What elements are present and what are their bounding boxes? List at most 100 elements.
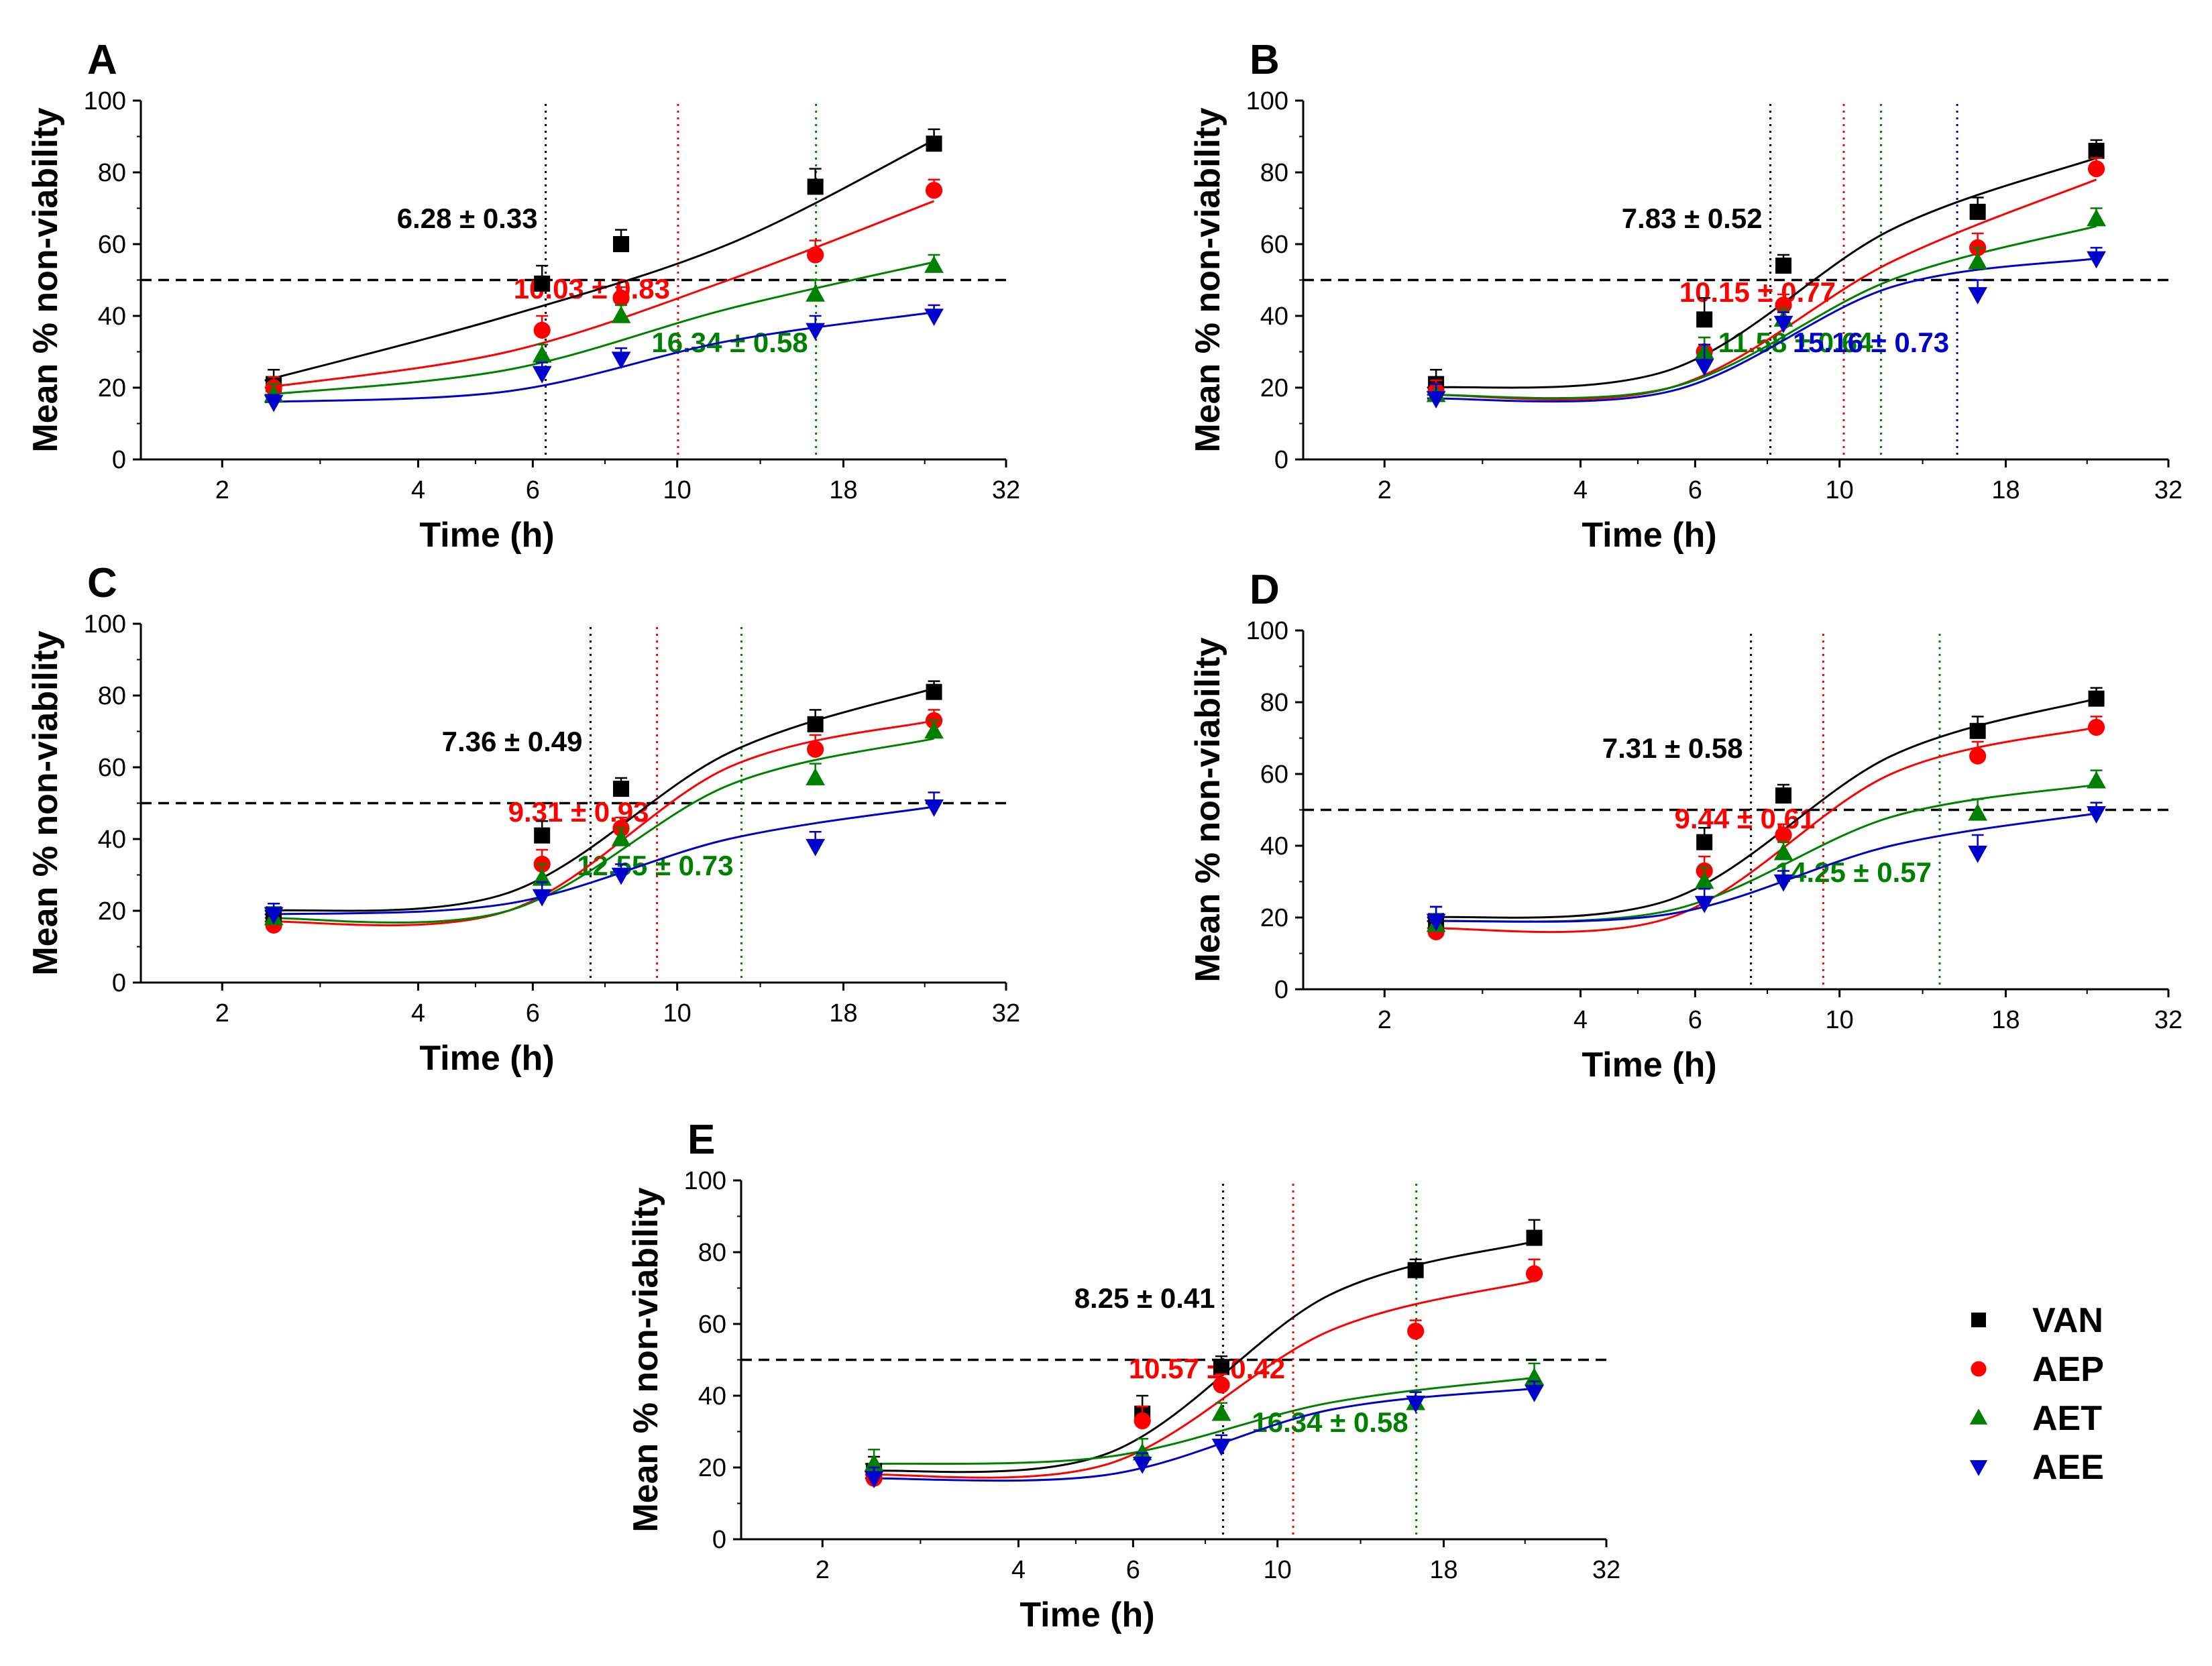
- x-tick-label: 2: [1378, 1006, 1392, 1034]
- data-point-aee: [806, 838, 826, 856]
- fit-curve-aee: [264, 311, 934, 403]
- data-point-aep: [807, 740, 824, 758]
- x-tick-label: 2: [816, 1556, 830, 1584]
- data-point-aep: [925, 182, 943, 199]
- data-point-van: [1969, 203, 1986, 220]
- data-point-van: [2088, 690, 2105, 707]
- x-tick-label: 18: [829, 476, 857, 504]
- data-point-van: [926, 683, 942, 700]
- x-tick-label: 6: [526, 476, 540, 504]
- x-tick-label: 32: [2154, 1006, 2182, 1034]
- y-axis-title: Mean % non-viability: [1188, 107, 1227, 452]
- y-tick-label: 20: [98, 374, 126, 402]
- data-point-aee: [264, 394, 284, 412]
- y-tick-label: 0: [112, 446, 126, 474]
- data-point-aee: [924, 799, 944, 817]
- data-point-aet: [2087, 771, 2106, 789]
- x-tick-label: 32: [2154, 476, 2182, 504]
- data-point-van: [807, 178, 824, 195]
- y-tick-label: 100: [1246, 87, 1288, 115]
- x-tick-label: 2: [215, 476, 229, 504]
- y-tick-label: 0: [1274, 976, 1288, 1004]
- data-point-aet: [1968, 252, 1988, 270]
- fit-curve-van: [264, 139, 935, 382]
- panel-letter: C: [87, 560, 117, 606]
- data-point-aee: [1968, 287, 1988, 304]
- y-tick-label: 100: [684, 1167, 726, 1195]
- x-axis-title: Time (h): [1582, 1046, 1716, 1085]
- fit-curve-aep: [865, 1280, 1535, 1479]
- data-point-aet: [1773, 842, 1793, 860]
- y-tick-label: 40: [98, 302, 126, 331]
- x-tick-label: 18: [1991, 476, 2020, 504]
- data-point-van: [1969, 722, 1986, 739]
- data-point-aet: [611, 306, 631, 323]
- fit-curve-van: [264, 687, 934, 912]
- y-tick-label: 60: [98, 754, 126, 782]
- y-tick-label: 60: [1260, 761, 1288, 789]
- panel-d: D 0 20 40 60 80 100 2 4 6 10 18 32 Time (h) Mean % non…: [1188, 567, 2182, 1085]
- data-point-aep: [1775, 826, 1792, 844]
- y-tick-label: 80: [98, 159, 126, 187]
- data-point-aep: [1407, 1323, 1425, 1340]
- data-point-aee: [1694, 359, 1714, 376]
- annotation-12-55-0-73: 12.55 ± 0.73: [577, 850, 733, 881]
- legend-label-aet: AET: [2032, 1399, 2102, 1438]
- y-tick-label: 100: [84, 610, 126, 638]
- x-tick-label: 18: [1429, 1556, 1457, 1584]
- data-point-aee: [1694, 895, 1714, 913]
- data-point-aee: [532, 366, 552, 384]
- data-point-van: [534, 275, 551, 292]
- data-point-aep: [533, 321, 551, 339]
- data-point-aet: [1132, 1443, 1152, 1461]
- y-tick-label: 20: [1260, 904, 1288, 932]
- x-tick-label: 6: [526, 999, 540, 1028]
- y-tick-label: 60: [98, 231, 126, 259]
- data-point-aee: [1525, 1384, 1544, 1402]
- annotation-14-25-0-57: 14.25 ± 0.57: [1775, 856, 1932, 888]
- panel-a: A 0 20 40 60 80 100 2 4 6 10 18 32 Time (h) Mean % non…: [26, 37, 1020, 555]
- data-point-van: [926, 135, 942, 152]
- x-axis-title: Time (h): [419, 516, 554, 555]
- data-point-aee: [1406, 1395, 1426, 1413]
- panel-letter: D: [1250, 567, 1280, 613]
- data-point-aee: [2087, 251, 2106, 269]
- fit-curve-aet: [264, 737, 934, 924]
- y-tick-label: 0: [1274, 446, 1288, 474]
- data-point-aet: [2087, 209, 2106, 227]
- data-point-aee: [924, 309, 944, 326]
- y-tick-label: 20: [1260, 374, 1288, 402]
- x-tick-label: 32: [1592, 1556, 1620, 1584]
- data-point-aep: [612, 289, 630, 307]
- legend-marker-van: [1971, 1313, 1986, 1327]
- data-point-aet: [806, 284, 826, 302]
- legend: VAN AEP AET AEE: [1969, 1301, 2104, 1487]
- fit-curve-aep: [1427, 726, 2097, 934]
- fit-curve-van: [865, 1240, 1535, 1474]
- data-point-aee: [264, 907, 284, 925]
- y-axis-title: Mean % non-viability: [26, 630, 65, 975]
- y-axis-title: Mean % non-viability: [26, 107, 65, 452]
- x-axis-title: Time (h): [1019, 1596, 1154, 1634]
- fit-curve-aet: [865, 1376, 1535, 1465]
- data-point-aee: [1426, 913, 1446, 932]
- annotation-8-25-0-41: 8.25 ± 0.41: [1074, 1282, 1215, 1314]
- data-point-aep: [1213, 1376, 1230, 1394]
- fit-curve-aep: [1427, 178, 2097, 401]
- legend-marker-aet: [1969, 1408, 1988, 1425]
- data-point-aep: [1525, 1265, 1543, 1282]
- data-point-van: [534, 827, 551, 844]
- legend-marker-aee: [1969, 1460, 1988, 1476]
- annotation-15-16-0-73: 15.16 ± 0.73: [1793, 327, 1949, 358]
- y-tick-label: 100: [1246, 617, 1288, 645]
- x-tick-label: 18: [1991, 1006, 2020, 1034]
- x-tick-label: 10: [1826, 476, 1854, 504]
- y-tick-label: 40: [1260, 302, 1288, 331]
- x-tick-label: 4: [411, 999, 425, 1028]
- y-tick-label: 60: [1260, 231, 1288, 259]
- data-point-aee: [532, 889, 552, 907]
- data-point-van: [1775, 258, 1792, 274]
- annotation-7-83-0-52: 7.83 ± 0.52: [1622, 203, 1763, 234]
- data-point-aet: [532, 345, 552, 363]
